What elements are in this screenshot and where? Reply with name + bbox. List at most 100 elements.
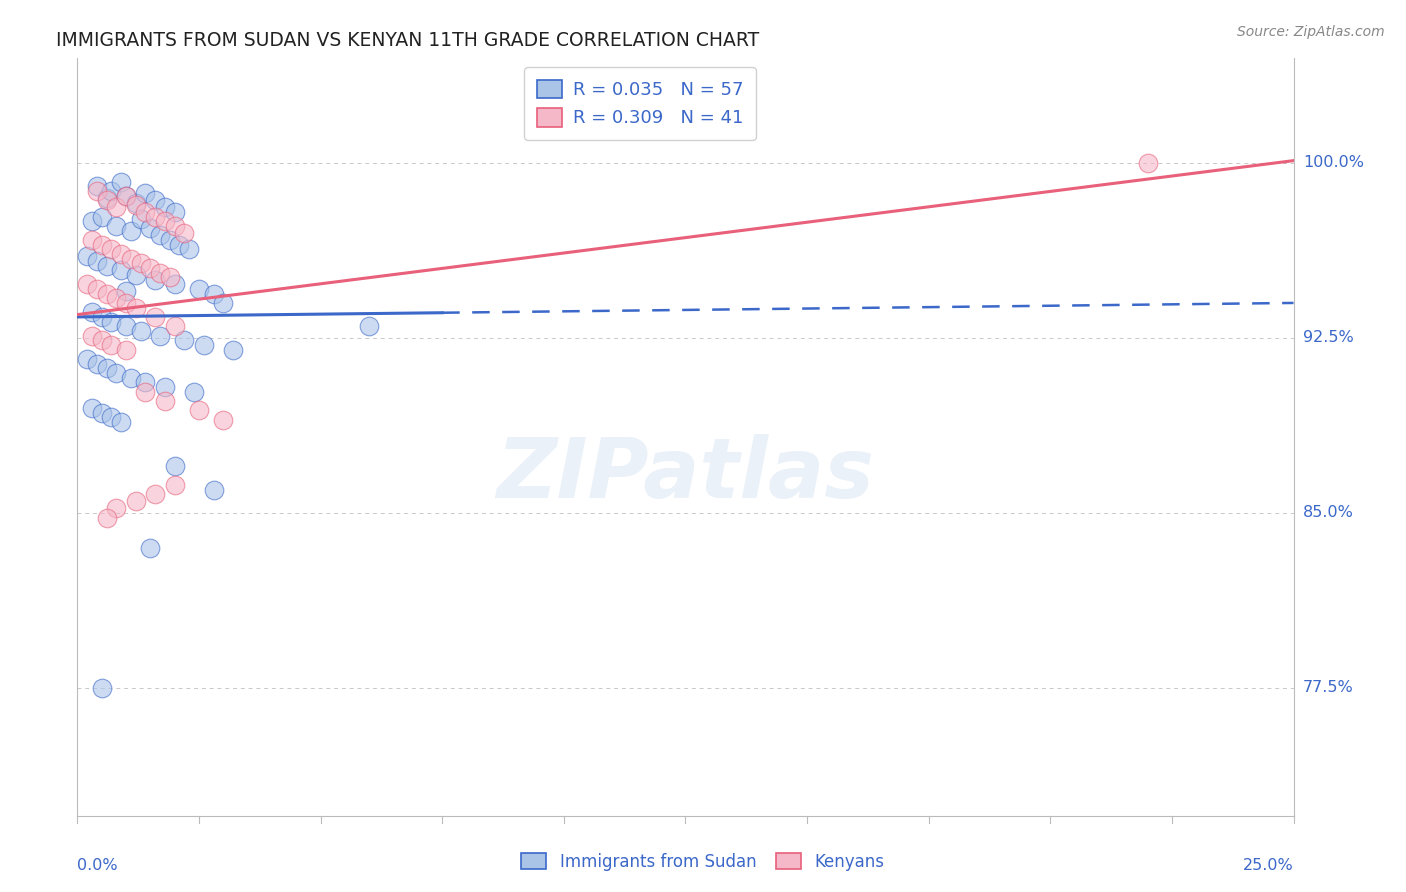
Point: [80, 233, 103, 247]
Point: [202, 483, 225, 497]
Text: 92.5%: 92.5%: [1303, 330, 1354, 345]
Text: 77.5%: 77.5%: [1303, 681, 1354, 696]
Point: [80, 328, 103, 343]
Point: [100, 338, 122, 352]
Text: 0.0%: 0.0%: [77, 858, 118, 873]
Point: [86, 282, 108, 296]
Point: [143, 487, 166, 501]
Point: [76, 277, 98, 292]
Point: [86, 184, 108, 198]
Point: [80, 214, 103, 228]
Point: [134, 384, 156, 399]
Point: [169, 237, 191, 252]
Point: [115, 188, 138, 202]
Point: [129, 256, 152, 270]
Point: [222, 343, 245, 357]
Point: [202, 286, 225, 301]
Point: [115, 343, 138, 357]
Point: [86, 179, 108, 194]
Point: [96, 259, 118, 273]
Point: [80, 401, 103, 415]
Point: [110, 175, 132, 189]
Point: [115, 188, 138, 202]
Text: IMMIGRANTS FROM SUDAN VS KENYAN 11TH GRADE CORRELATION CHART: IMMIGRANTS FROM SUDAN VS KENYAN 11TH GRA…: [56, 31, 759, 50]
Point: [90, 681, 112, 695]
Point: [163, 277, 186, 292]
Point: [80, 305, 103, 319]
Point: [105, 366, 128, 380]
Point: [105, 200, 128, 214]
Point: [212, 412, 235, 426]
Point: [120, 224, 142, 238]
Point: [188, 403, 211, 417]
Point: [100, 184, 122, 198]
Point: [96, 510, 118, 524]
Point: [90, 210, 112, 224]
Point: [105, 219, 128, 233]
Point: [96, 191, 118, 205]
Point: [115, 285, 138, 299]
Text: ZIPatlas: ZIPatlas: [496, 434, 875, 516]
Point: [105, 291, 128, 305]
Point: [125, 301, 148, 315]
Point: [100, 315, 122, 329]
Point: [125, 198, 148, 212]
Point: [76, 351, 98, 366]
Point: [86, 254, 108, 268]
Point: [139, 541, 162, 555]
Point: [163, 219, 186, 233]
Point: [90, 333, 112, 347]
Point: [212, 296, 235, 310]
Point: [163, 478, 186, 492]
Point: [76, 249, 98, 263]
Point: [143, 272, 166, 286]
Point: [100, 242, 122, 256]
Point: [129, 211, 152, 226]
Point: [90, 310, 112, 324]
Point: [134, 205, 156, 219]
Text: Source: ZipAtlas.com: Source: ZipAtlas.com: [1237, 25, 1385, 39]
Point: [120, 252, 142, 266]
Point: [139, 221, 162, 235]
Point: [163, 459, 186, 474]
Point: [159, 270, 181, 285]
Point: [359, 319, 381, 334]
Point: [125, 494, 148, 508]
Point: [134, 186, 156, 201]
Point: [86, 357, 108, 371]
Point: [153, 393, 176, 408]
Point: [143, 210, 166, 224]
Point: [163, 205, 186, 219]
Point: [173, 333, 195, 347]
Text: 85.0%: 85.0%: [1303, 506, 1354, 520]
Point: [105, 501, 128, 516]
Point: [96, 286, 118, 301]
Point: [1136, 156, 1159, 170]
Point: [96, 194, 118, 208]
Point: [193, 338, 215, 352]
Point: [90, 406, 112, 420]
Point: [110, 263, 132, 277]
Point: [153, 200, 176, 214]
Point: [149, 328, 172, 343]
Point: [134, 376, 156, 390]
Point: [110, 415, 132, 429]
Legend: R = 0.035   N = 57, R = 0.309   N = 41: R = 0.035 N = 57, R = 0.309 N = 41: [524, 67, 756, 140]
Point: [115, 296, 138, 310]
Text: 100.0%: 100.0%: [1303, 155, 1364, 170]
Point: [143, 194, 166, 208]
Point: [183, 384, 205, 399]
Point: [163, 319, 186, 334]
Point: [149, 228, 172, 243]
Point: [125, 195, 148, 210]
Point: [96, 361, 118, 376]
Point: [149, 266, 172, 280]
Point: [90, 237, 112, 252]
Point: [115, 319, 138, 334]
Point: [143, 310, 166, 324]
Legend: Immigrants from Sudan, Kenyans: Immigrants from Sudan, Kenyans: [513, 845, 893, 880]
Text: 25.0%: 25.0%: [1243, 858, 1294, 873]
Point: [153, 380, 176, 394]
Point: [139, 260, 162, 275]
Point: [129, 324, 152, 338]
